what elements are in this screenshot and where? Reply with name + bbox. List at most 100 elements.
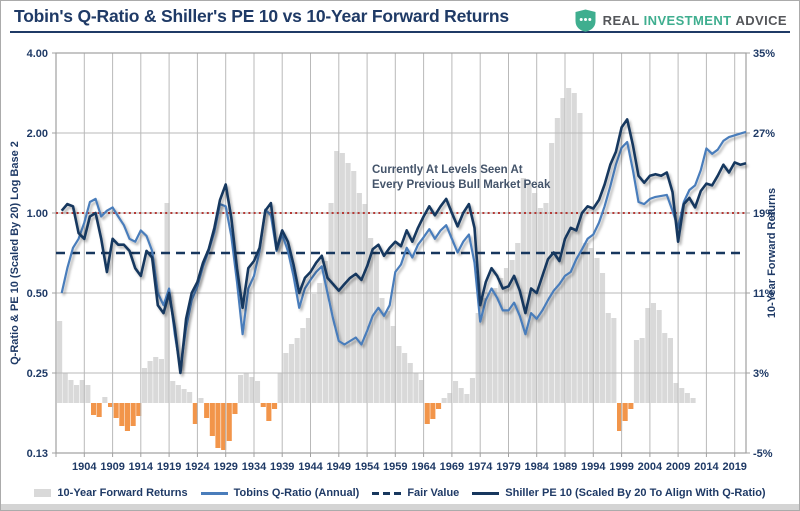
- data-lines: [60, 118, 747, 375]
- forward-return-bar: [402, 353, 408, 403]
- forward-return-bar: [588, 248, 594, 403]
- window-bottom-edge: [1, 504, 799, 510]
- right-axis-tick-label: 19%: [753, 208, 775, 220]
- legend-label: Tobins Q-Ratio (Annual): [233, 487, 360, 499]
- forward-return-bar: [684, 393, 690, 403]
- left-axis-tick-label: 4.00: [27, 48, 48, 60]
- forward-return-bar: [215, 403, 221, 448]
- x-axis-tick-label: 1904: [72, 461, 97, 473]
- forward-return-bar: [424, 403, 430, 424]
- shield-icon: [575, 9, 596, 32]
- legend-label: Fair Value: [407, 487, 460, 499]
- forward-return-bar: [639, 338, 645, 403]
- forward-return-bar: [91, 403, 97, 415]
- x-axis-tick-label: 2004: [638, 461, 663, 473]
- forward-return-bar: [204, 403, 210, 418]
- forward-return-bar: [549, 143, 555, 403]
- forward-return-bar: [617, 403, 623, 431]
- annotation-line-1: Currently At Levels Seen At: [372, 164, 523, 176]
- x-axis-tick-label: 1964: [411, 461, 436, 473]
- navy-line-swatch-icon: [472, 491, 500, 495]
- reference-lines: [56, 212, 746, 255]
- logo-word-investment: INVESTMENT: [643, 12, 732, 28]
- forward-return-bar: [436, 403, 442, 409]
- forward-return-bar: [255, 381, 261, 403]
- x-axis-tick-label: 1949: [327, 461, 351, 473]
- forward-return-bar: [469, 378, 475, 403]
- dashed-line-swatch-icon: [372, 491, 402, 495]
- forward-return-bar: [158, 359, 164, 403]
- forward-return-bar: [594, 258, 600, 403]
- forward-return-bar: [221, 403, 227, 450]
- forward-return-bar: [170, 381, 176, 403]
- gray-bar-swatch-icon: [34, 489, 52, 497]
- forward-return-bar: [447, 393, 453, 403]
- forward-return-bar: [153, 357, 159, 403]
- left-axis-tick-label: 2.00: [27, 128, 48, 140]
- forward-return-bar: [277, 373, 283, 403]
- forward-return-bar: [339, 153, 345, 403]
- x-axis-tick-label: 1979: [496, 461, 520, 473]
- x-axis-tick-label: 1974: [468, 461, 493, 473]
- forward-return-bar: [673, 383, 679, 403]
- forward-return-bar: [294, 338, 300, 403]
- forward-return-bar: [226, 403, 232, 441]
- forward-return-bar: [600, 273, 606, 403]
- forward-return-bar: [413, 373, 419, 403]
- x-axis-tick-label: 2009: [666, 461, 690, 473]
- forward-return-bar: [130, 403, 136, 426]
- forward-return-bar: [481, 298, 487, 403]
- forward-return-bar: [124, 403, 130, 431]
- forward-return-bar: [187, 392, 193, 403]
- forward-return-bar: [611, 318, 617, 403]
- forward-return-bar: [317, 283, 323, 403]
- forward-return-bar: [373, 253, 379, 403]
- forward-return-bar: [605, 313, 611, 403]
- left-axis-tick-label: 0.13: [27, 448, 48, 460]
- blue-line-swatch-icon: [200, 491, 228, 495]
- left-axis-tick-label: 0.25: [27, 368, 48, 380]
- forward-return-bar: [396, 346, 402, 403]
- x-axis-tick-label: 1984: [524, 461, 549, 473]
- forward-return-bar: [441, 398, 447, 403]
- left-axis-title: Q-Ratio & PE 10 (Scaled By 20) Log Base …: [9, 141, 21, 365]
- x-axis-tick-label: 2019: [722, 461, 746, 473]
- forward-return-bar: [509, 260, 515, 403]
- forward-return-bar: [305, 318, 311, 403]
- forward-return-bar: [656, 310, 662, 403]
- forward-returns-bars: [57, 88, 696, 450]
- forward-return-bar: [419, 380, 425, 403]
- forward-return-bar: [571, 93, 577, 403]
- x-axis-tick-label: 1944: [298, 461, 323, 473]
- forward-return-bar: [68, 380, 74, 403]
- x-axis-tick-label: 1914: [129, 461, 154, 473]
- forward-return-bar: [300, 328, 306, 403]
- legend-label: 10-Year Forward Returns: [57, 487, 188, 499]
- left-axis-tick-label: 0.50: [27, 288, 48, 300]
- forward-return-bar: [57, 321, 63, 403]
- forward-return-bar: [385, 311, 391, 403]
- forward-return-bar: [62, 373, 68, 403]
- forward-return-bar: [79, 380, 85, 403]
- forward-return-bar: [583, 243, 589, 403]
- forward-return-bar: [633, 340, 639, 403]
- forward-return-bar: [102, 397, 108, 403]
- forward-return-bar: [85, 385, 91, 403]
- forward-return-bar: [192, 403, 198, 424]
- logo-word-advice: ADVICE: [735, 12, 787, 28]
- forward-return-bar: [662, 333, 668, 403]
- right-axis-tick-label: -5%: [753, 448, 773, 460]
- x-axis-tick-label: 1989: [553, 461, 577, 473]
- legend-item-fair-value: Fair Value: [372, 487, 459, 499]
- forward-return-bar: [679, 388, 685, 403]
- forward-return-bar: [458, 388, 464, 403]
- forward-return-bar: [650, 303, 656, 403]
- forward-return-bar: [175, 385, 181, 403]
- forward-return-bar: [645, 308, 651, 403]
- right-axis-tick-label: 35%: [753, 48, 775, 60]
- forward-return-bar: [498, 278, 504, 403]
- forward-return-bar: [283, 353, 289, 403]
- x-axis-tick-label: 1994: [581, 461, 606, 473]
- forward-return-bar: [566, 88, 572, 403]
